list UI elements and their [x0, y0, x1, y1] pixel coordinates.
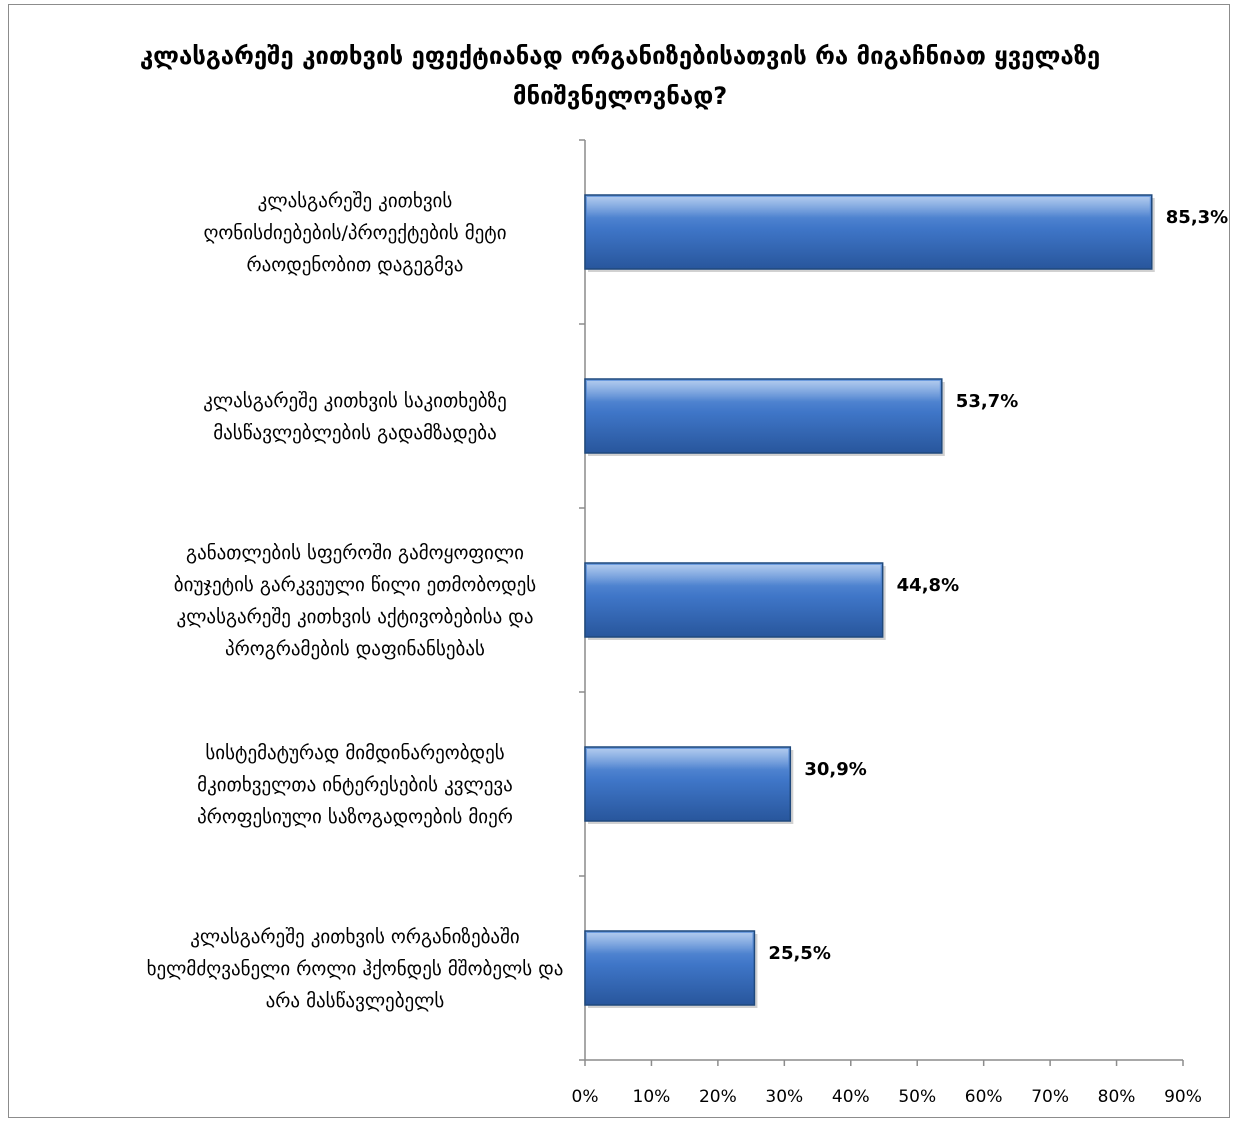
data-label: 53,7%	[956, 391, 1018, 412]
category-label-line: განათლების სფეროში გამოყოფილი	[186, 542, 524, 564]
x-tick-label: 50%	[898, 1087, 936, 1107]
bar-highlight	[587, 197, 1150, 218]
bar-highlight	[587, 749, 789, 770]
x-tick-label: 20%	[699, 1087, 737, 1107]
category-label: განათლების სფეროში გამოყოფილი ბიუჯეტის გა…	[174, 542, 536, 660]
category-label-line: პროფესიული საზოგადოების მიერ	[197, 806, 513, 828]
x-tick-label: 60%	[965, 1087, 1003, 1107]
data-label: 85,3%	[1166, 207, 1228, 228]
x-tick-label: 70%	[1031, 1087, 1069, 1107]
category-label-line: პროგრამების დაფინანსებას	[225, 638, 485, 660]
x-tick-label: 10%	[633, 1087, 671, 1107]
category-label-line: ხელმძღვანელი როლი ჰქონდეს მშობელს და	[147, 958, 564, 980]
category-label-line: სისტემატურად მიმდინარეობდეს	[205, 742, 504, 764]
data-label: 44,8%	[897, 575, 959, 596]
category-label-line: ბიუჯეტის გარკვეული წილი ეთმობოდეს	[174, 574, 536, 596]
category-label: კლასგარეშე კითხვის საკითხებზე მასწავლებლე…	[203, 390, 507, 444]
x-tick-label: 80%	[1098, 1087, 1136, 1107]
bar-highlight	[587, 565, 881, 586]
bar-highlight	[587, 381, 940, 402]
category-label: კლასგარეშე კითხვის ორგანიზებაში ხელმძღვან…	[147, 926, 564, 1012]
category-label: კლასგარეშე კითხვის ღონისძიებების/პროექტებ…	[203, 190, 506, 276]
chart-title: კლასგარეშე კითხვის ეფექტიანად ორგანიზები…	[139, 42, 1101, 110]
category-label-line: კლასგარეშე კითხვის საკითხებზე	[203, 390, 507, 412]
category-label-line: არა მასწავლებელს	[266, 990, 445, 1012]
bar-highlight	[587, 933, 753, 954]
data-label: 30,9%	[804, 759, 866, 780]
category-label-line: რაოდენობით დაგეგმვა	[247, 254, 464, 276]
category-label-line: ღონისძიებების/პროექტების მეტი	[203, 222, 506, 244]
x-tick-label: 40%	[832, 1087, 870, 1107]
category-label-line: კლასგარეშე კითხვის აქტივობებისა და	[177, 606, 534, 628]
category-label-line: კლასგარეშე კითხვის	[258, 190, 453, 212]
category-label-line: მასწავლებლების გადამზადება	[213, 422, 497, 444]
x-tick-label: 0%	[572, 1087, 599, 1107]
category-label-line: მკითხველთა ინტერესების კვლევა	[197, 774, 513, 796]
category-label-line: კლასგარეშე კითხვის ორგანიზებაში	[190, 926, 520, 948]
category-label: სისტემატურად მიმდინარეობდეს მკითხველთა ინ…	[197, 742, 513, 828]
x-tick-label: 90%	[1164, 1087, 1202, 1107]
data-label: 25,5%	[768, 943, 830, 964]
x-tick-label: 30%	[765, 1087, 803, 1107]
